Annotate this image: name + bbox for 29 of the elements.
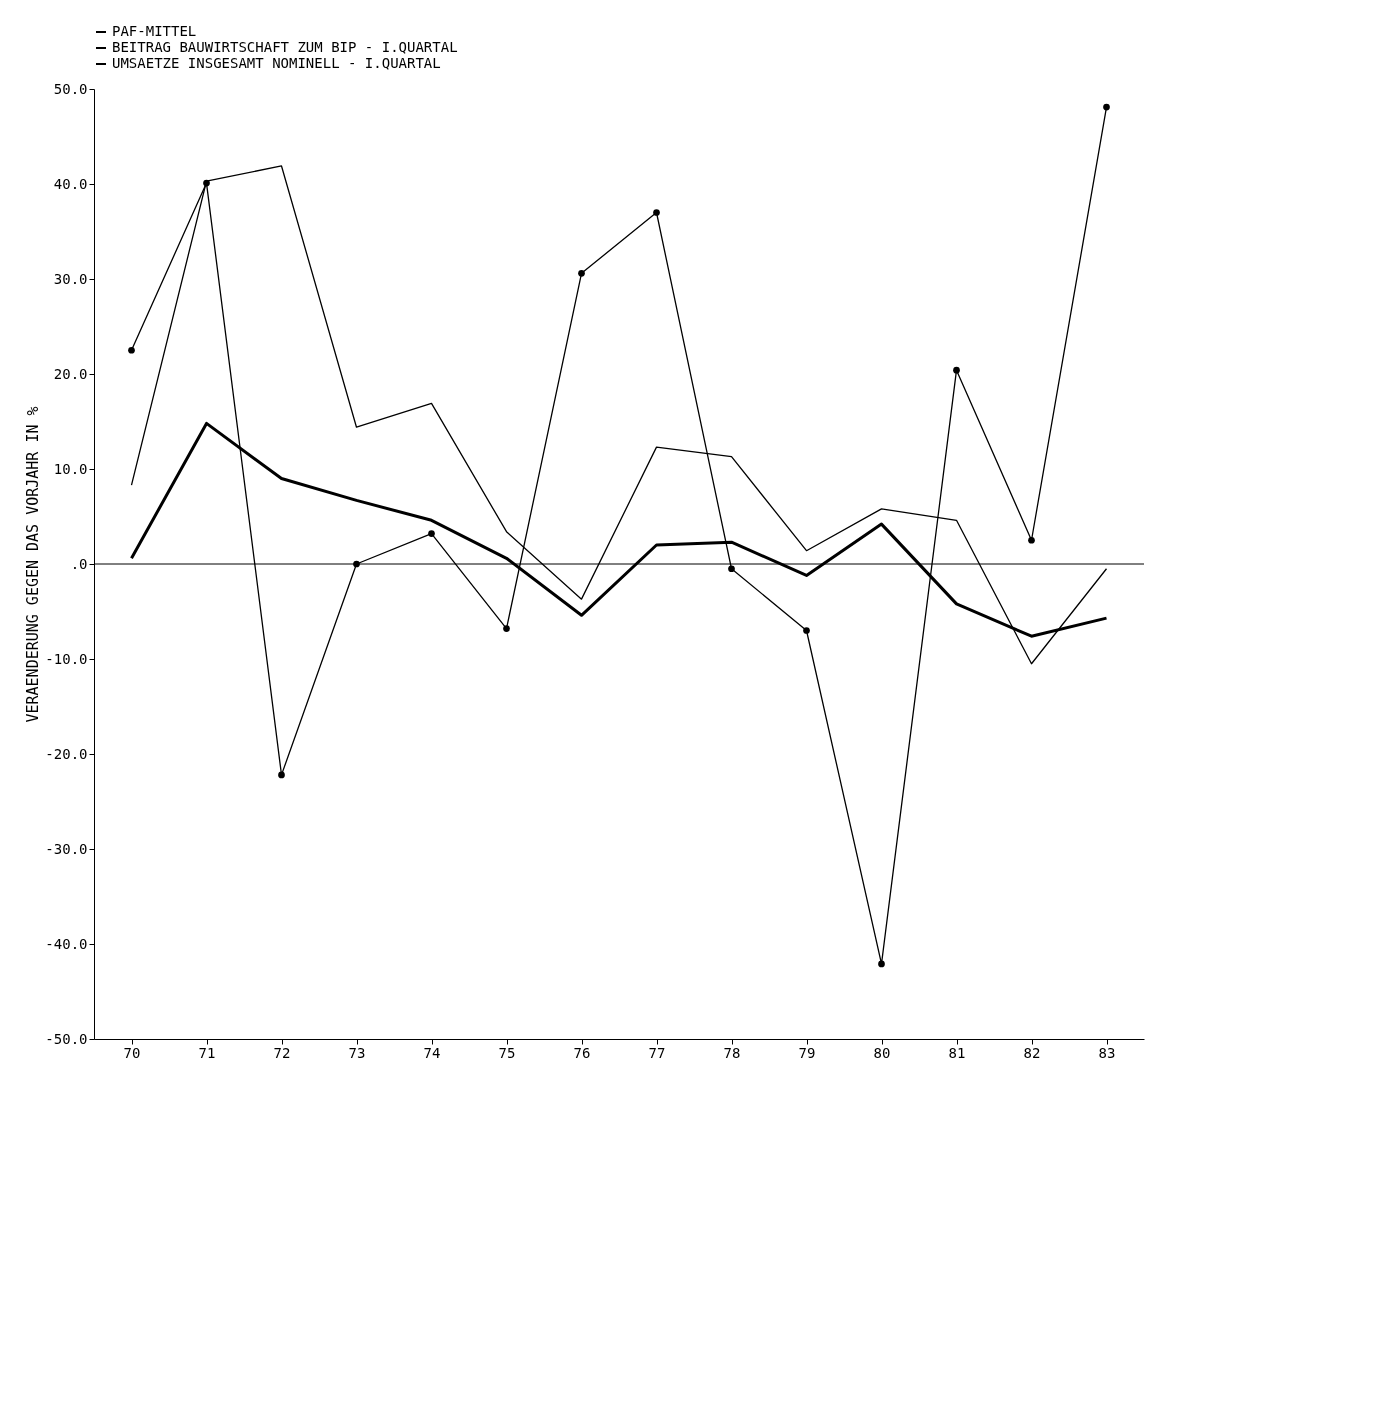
x-tick-label: 78 [723,1044,741,1061]
x-tick-label: 71 [198,1044,216,1061]
y-tick-label: 40.0 [53,175,88,192]
x-tick-label: 76 [573,1044,591,1061]
y-tick-label: -20.0 [45,745,88,762]
y-tick-label: 20.0 [53,365,88,382]
y-tick-label: -30.0 [45,840,88,857]
x-tick-label: 75 [498,1044,516,1061]
x-tick-label: 70 [123,1044,141,1061]
x-tick-label: 80 [873,1044,891,1061]
legend-label: BEITRAG BAUWIRTSCHAFT ZUM BIP - I.QUARTAL [112,39,458,55]
y-tick-label: -40.0 [45,935,88,952]
y-tick-label: 10.0 [53,460,88,477]
x-tick-label: 79 [798,1044,816,1061]
x-tick-label: 73 [348,1044,366,1061]
y-tick-label: -50.0 [45,1030,88,1047]
y-axis-title: VERAENDERUNG GEGEN DAS VORJAHR IN % [24,406,43,723]
legend-label: UMSAETZE INSGESAMT NOMINELL - I.QUARTAL [112,55,441,71]
x-tick-label: 82 [1023,1044,1041,1061]
y-tick-label: .0 [70,555,88,572]
x-tick-label: 74 [423,1044,441,1061]
x-tick-label: 81 [948,1044,966,1061]
x-tick-label: 77 [648,1044,666,1061]
x-tick-label: 83 [1098,1044,1116,1061]
y-tick-label: -10.0 [45,650,88,667]
legend-label: PAF-MITTEL [112,23,197,39]
y-tick-label: 30.0 [53,270,88,287]
x-tick-label: 72 [273,1044,291,1061]
y-tick-label: 50.0 [53,80,88,97]
